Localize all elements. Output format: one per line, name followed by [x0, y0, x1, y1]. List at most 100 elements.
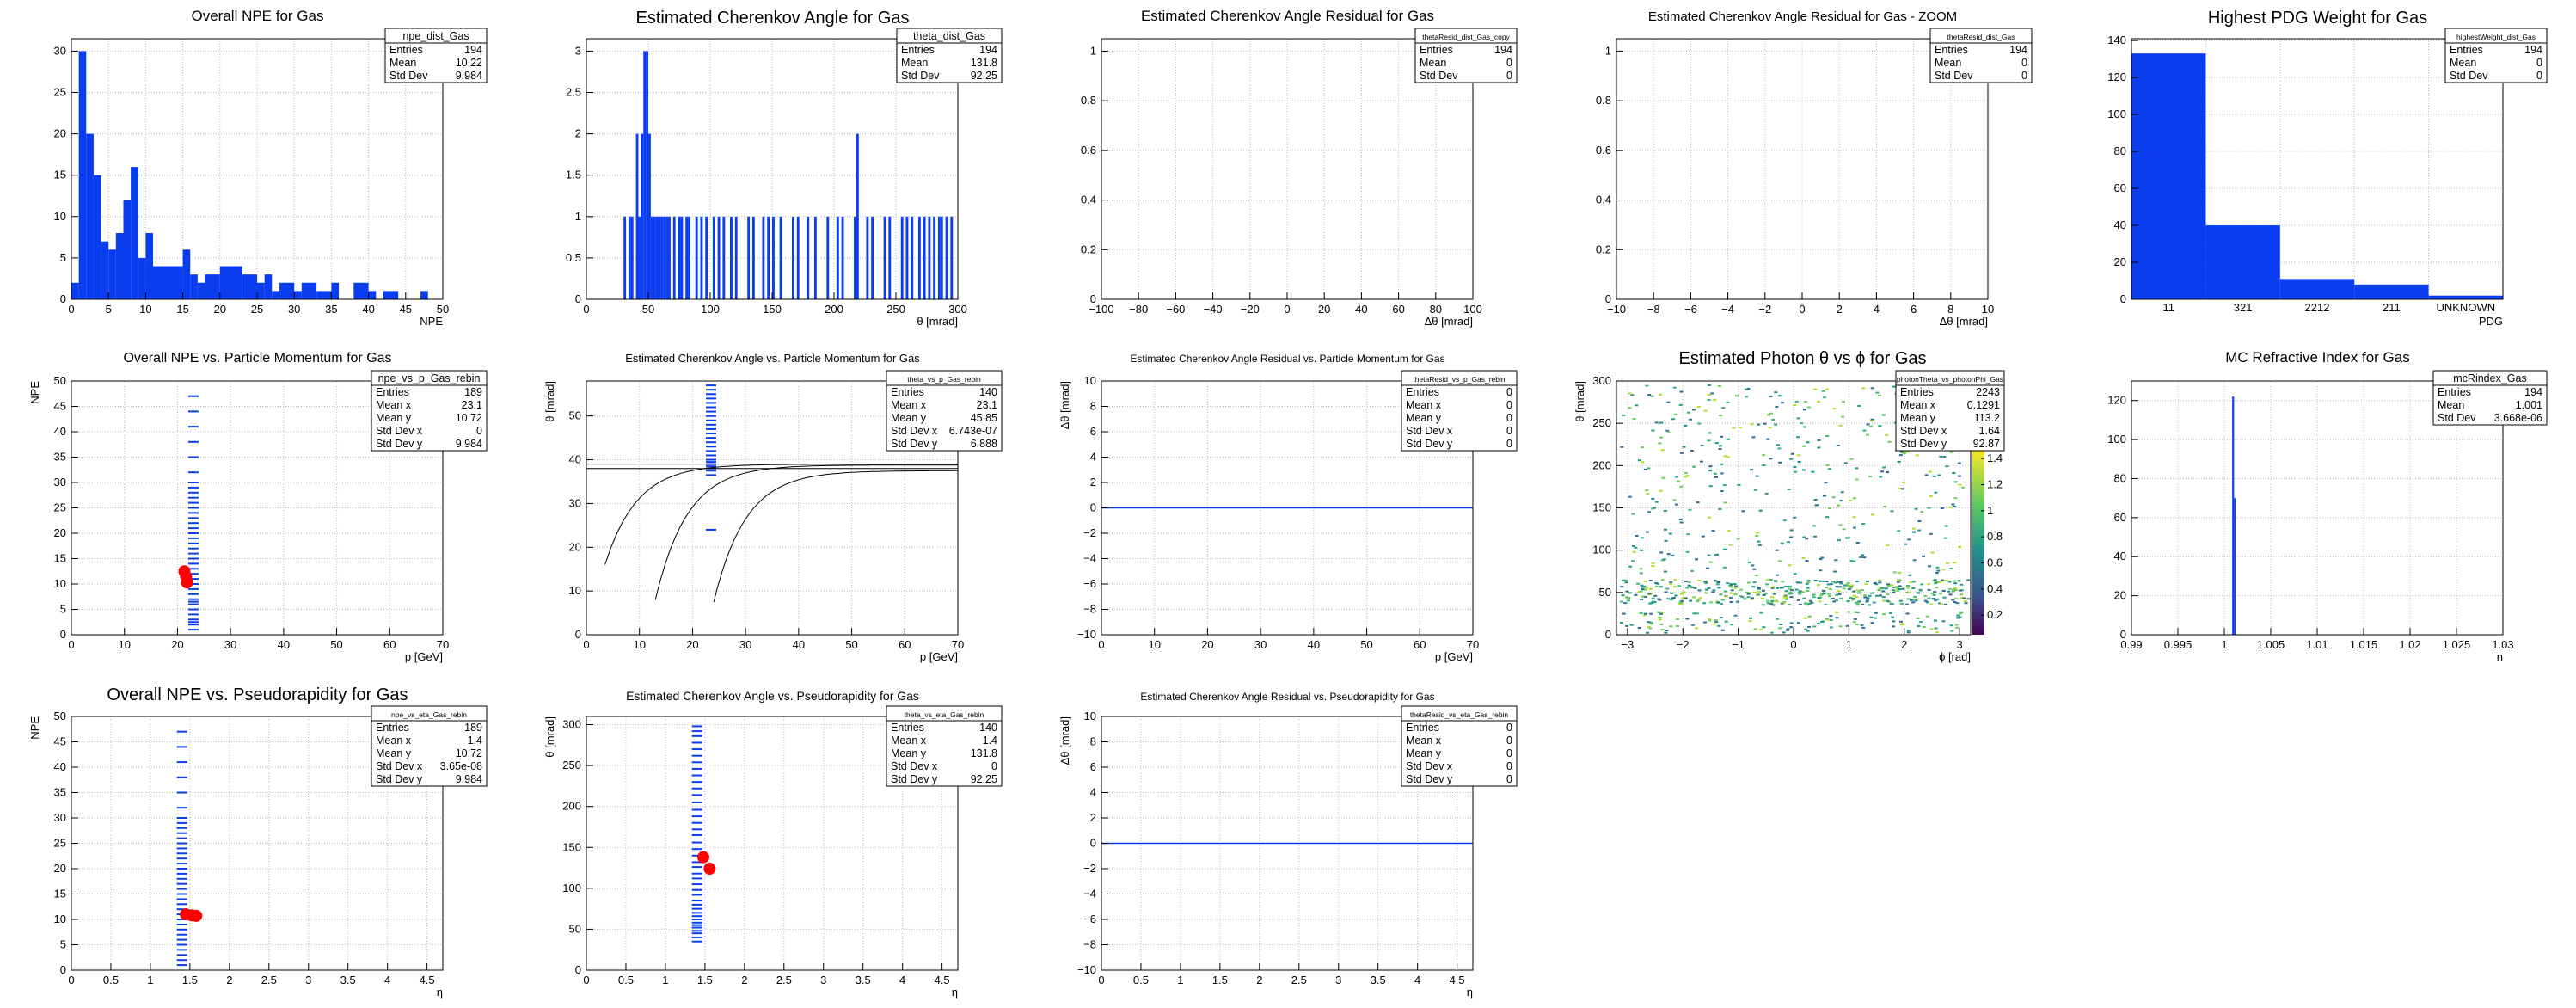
stats-value: 9.984: [456, 773, 482, 785]
heatmap-cell: [1935, 598, 1940, 600]
heatmap-cell: [1721, 407, 1726, 409]
chart-svg-10: MC Refractive Index for Gas 0.99 0.995 1 1.0…: [2107, 349, 2548, 663]
heatmap-cell: [1755, 535, 1759, 538]
heatmap-cell: [1757, 587, 1761, 589]
y-tick-label: −4: [1083, 888, 1096, 900]
x-axis-label: p [GeV]: [920, 650, 958, 663]
heatmap-cell: [1757, 591, 1762, 593]
heatmap-cell: [1961, 486, 1966, 489]
heatmap-cell: [1643, 468, 1647, 470]
heatmap-cell: [1959, 593, 1963, 596]
heatmap-cell: [1672, 586, 1677, 588]
heatmap-cell: [1778, 461, 1782, 464]
heatmap-cell: [1688, 418, 1692, 421]
stats-box: photonTheta_vs_photonPhi_Gas Entries 2243 M…: [1895, 370, 2005, 452]
heatmap-cell: [1935, 572, 1939, 575]
heatmap-cell: [1692, 612, 1696, 615]
heatmap-cell: [1918, 589, 1923, 592]
heatmap-cell: [1770, 599, 1775, 602]
heatmap-cell: [1714, 476, 1718, 478]
heatmap-cell: [1782, 519, 1787, 522]
heatmap-cell: [1665, 429, 1670, 432]
heatmap-cell: [1798, 593, 1802, 595]
stats-value: 194: [1494, 44, 1512, 56]
heatmap-cell: [1729, 583, 1733, 586]
bar: [680, 216, 684, 299]
heatmap-cell: [1634, 546, 1638, 549]
heatmap-cell: [1825, 464, 1830, 467]
heatmap-cell: [1898, 587, 1903, 590]
heatmap-cell: [1934, 627, 1938, 630]
heatmap-cell: [1893, 589, 1898, 592]
x-axis: 0.99 0.995 1 1.005 1.01 1.015 1.02 1.025 1.03: [2120, 628, 2514, 651]
heatmap-cell: [1906, 631, 1911, 634]
bar: [628, 216, 631, 299]
y-axis-label: θ [mrad]: [543, 716, 556, 758]
heatmap-cell: [1755, 475, 1759, 477]
colorbar-tick-label: 1.4: [1987, 452, 2003, 464]
heatmap-cell: [1935, 631, 1939, 634]
stats-label: Std Dev x: [891, 425, 938, 437]
y-tick-label: 30: [54, 476, 66, 489]
bar: [792, 216, 794, 299]
heatmap-cell: [1696, 579, 1701, 581]
heatmap-cell: [1954, 624, 1959, 626]
heatmap-cell: [1746, 596, 1751, 599]
bar: [767, 216, 770, 299]
heatmap-cell: [1898, 599, 1903, 602]
heatmap-cell: [1720, 463, 1724, 465]
heatmap-cell: [1766, 602, 1770, 605]
heatmap-cell: [1788, 587, 1792, 590]
x-axis: 0 0.5 1 1.5 2 2.5 3 3.5 4 4.5: [583, 963, 950, 986]
heatmap-cell: [1722, 548, 1727, 550]
heatmap-cell: [1826, 583, 1831, 586]
heatmap-cell: [1720, 629, 1725, 631]
chart-panel-3: Estimated Cherenkov Angle Residual for G…: [1030, 0, 1545, 335]
bar: [854, 216, 856, 299]
stats-box-name: thetaResid_dist_Gas_copy: [1422, 33, 1510, 41]
heatmap-cell: [1850, 584, 1855, 587]
heatmap-cell: [1859, 556, 1863, 558]
heatmap-cell: [1708, 465, 1713, 468]
heatmap-cell: [1707, 384, 1711, 386]
heatmap-cell: [1956, 617, 1960, 619]
heatmap-cell: [1808, 599, 1812, 602]
heatmap-cell: [1842, 587, 1846, 590]
heatmap-cell: [1665, 587, 1670, 590]
x-axis: −100 −80 −60 −40 −20 0 20 40 60 80 100: [1089, 292, 1482, 316]
x-tick-label: 45: [400, 303, 412, 316]
heatmap-cell: [1713, 398, 1717, 401]
heatmap-cell: [1679, 390, 1684, 393]
x-tick-label: −4: [1721, 303, 1734, 316]
chart-panel-1: Overall NPE for Gas 0 5 10 15 20 25 30 35 40 45 50 0…: [0, 0, 515, 335]
heatmap-cell: [1708, 619, 1712, 622]
heatmap-cell: [1677, 585, 1682, 587]
heatmap-cell: [1700, 445, 1704, 447]
stats-label: Std Dev x: [1406, 760, 1453, 772]
heatmap-cell: [1766, 438, 1770, 440]
heatmap-cell: [1816, 623, 1820, 625]
heatmap-cell: [1834, 559, 1838, 562]
x-tick-label: −10: [1607, 303, 1626, 316]
x-tick-label: 70: [437, 638, 449, 651]
heatmap-cell: [1659, 612, 1663, 615]
heatmap-cell: [1765, 579, 1769, 581]
bar: [145, 233, 154, 299]
x-tick-label: −100: [1089, 303, 1113, 316]
stats-label: Std Dev x: [376, 760, 423, 772]
x-tick-label: −80: [1129, 303, 1148, 316]
heatmap-cell: [1756, 593, 1760, 596]
stats-box: theta_vs_eta_Gas_rebin Entries 140 Mean x 1.…: [886, 705, 1003, 787]
y-tick-label: 1: [1090, 44, 1096, 57]
heatmap-cell: [1751, 436, 1756, 439]
y-tick-label: −6: [1083, 913, 1096, 925]
stats-box-name: npe_dist_Gas: [402, 30, 469, 42]
heatmap-cell: [1682, 446, 1686, 448]
heatmap-cell: [1804, 628, 1808, 630]
x-tick-label: 2: [1837, 303, 1843, 316]
heatmap-cell: [1703, 409, 1708, 412]
x-tick-label: 25: [251, 303, 263, 316]
heatmap-cell: [1910, 599, 1914, 601]
y-tick-label: 50: [1599, 586, 1611, 599]
heatmap-cell: [1812, 596, 1816, 599]
